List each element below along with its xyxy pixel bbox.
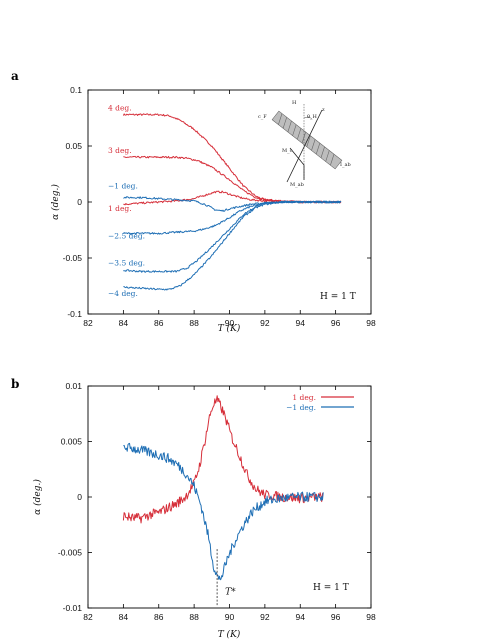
inset-mc-line: [289, 147, 305, 166]
inset-field-line: [286, 109, 323, 183]
inset-angle-arc: [303, 116, 313, 120]
panel-a: 82 84 86 88 90 92 94 96 98 -0.1 -0.05 0 0.05 0.1 4 de…: [50, 85, 376, 334]
panel-label-b: b: [11, 377, 19, 391]
x-tick-label: 94: [296, 612, 306, 622]
panel-a-series-labels: 4 deg. 3 deg. 1 deg. −1 deg. −2.5 deg. −3.5 d…: [108, 104, 145, 298]
panel-a-y-axis-label: α (deg.): [50, 184, 61, 220]
inset-label-z: z: [322, 107, 325, 113]
series-line: [122, 113, 342, 204]
panel-a-ticks: 82 84 86 88 90 92 94 96 98 -0.1 -0.05 0 0.05 0.1: [63, 85, 376, 328]
x-tick-label: 88: [189, 318, 199, 328]
panel-label-a: a: [11, 69, 19, 83]
inset-label-theta: θ_H: [307, 114, 318, 120]
series-line: [122, 395, 324, 524]
inset-label-h: H: [292, 100, 297, 106]
y-tick-label: -0.1: [67, 309, 82, 319]
inset-label-cf: c_F: [258, 114, 267, 120]
x-tick-label: 92: [260, 318, 270, 328]
y-tick-label: -0.01: [63, 603, 83, 613]
panel-a-series: [122, 113, 342, 291]
y-tick-label: 0.005: [61, 437, 83, 447]
x-tick-label: 86: [154, 612, 164, 622]
y-tick-label: -0.005: [58, 548, 82, 558]
panel-b-frame: [87, 385, 372, 609]
panel-a-field-note: H = 1 T: [320, 292, 356, 302]
series-label: −3.5 deg.: [108, 258, 145, 267]
geometry-inset: H θ_H z c_F I_ab M_c M_ab: [258, 100, 351, 188]
series-label: 4 deg.: [108, 104, 132, 113]
panel-b-y-axis-label: α (deg.): [32, 479, 43, 515]
y-tick-label: 0.01: [65, 381, 82, 391]
panel-b-series: [122, 395, 324, 581]
x-tick-label: 96: [331, 612, 341, 622]
series-label: −2.5 deg.: [108, 231, 145, 240]
series-line: [123, 196, 342, 212]
series-line: [123, 442, 324, 581]
x-tick-label: 82: [83, 612, 93, 622]
panel-b-annotation: T*: [216, 549, 236, 606]
panel-b-ticks: 82 84 86 88 90 92 94 96 98 -0.01 -0.005 0 0.005 0.01: [58, 381, 376, 622]
tstar-label: T*: [225, 588, 236, 598]
inset-label-mc: M_c: [282, 148, 293, 154]
panel-b-field-note: H = 1 T: [313, 583, 349, 593]
inset-label-iab: I_ab: [340, 162, 351, 168]
x-tick-label: 82: [83, 318, 93, 328]
y-tick-label: -0.05: [63, 253, 83, 263]
x-tick-label: 92: [260, 612, 270, 622]
series-label: 1 deg.: [108, 204, 132, 213]
y-tick-label: 0: [77, 197, 82, 207]
x-tick-label: 90: [225, 318, 235, 328]
series-label: 3 deg.: [108, 146, 132, 155]
x-tick-label: 84: [119, 318, 129, 328]
x-tick-label: 90: [225, 612, 235, 622]
legend-label: −1 deg.: [286, 403, 316, 412]
x-tick-label: 98: [366, 318, 376, 328]
x-tick-label: 94: [296, 318, 306, 328]
x-tick-label: 96: [331, 318, 341, 328]
y-tick-label: 0.1: [70, 85, 82, 95]
panel-b-legend: 1 deg.−1 deg.: [286, 393, 354, 412]
panel-b-x-axis-label: T (K): [218, 629, 241, 640]
y-tick-label: 0.05: [65, 141, 82, 151]
series-line: [123, 200, 342, 235]
x-tick-label: 86: [154, 318, 164, 328]
x-tick-label: 98: [366, 612, 376, 622]
x-tick-label: 84: [119, 612, 129, 622]
x-tick-label: 88: [189, 612, 199, 622]
y-tick-label: 0: [77, 492, 82, 502]
series-label: −4 deg.: [108, 289, 138, 298]
series-line: [123, 200, 342, 273]
series-label: −1 deg.: [108, 182, 138, 191]
series-line: [123, 200, 342, 291]
inset-label-mab: M_ab: [290, 182, 304, 188]
panel-b: 82 84 86 88 90 92 94 96 98-0.01-0.00500.0050.01 …: [32, 381, 376, 640]
legend-label: 1 deg.: [292, 393, 316, 402]
panel-a-x-axis-label: T (K): [218, 323, 241, 334]
